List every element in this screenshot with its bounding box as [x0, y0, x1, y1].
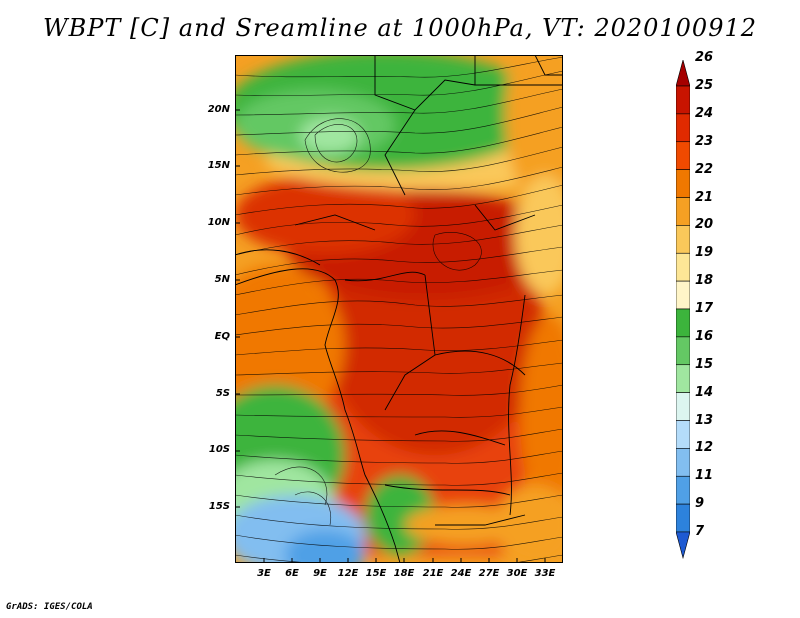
lat-label-15n: 15N [207, 160, 230, 171]
colorbar-label: 23 [695, 133, 714, 149]
colorbar [675, 58, 691, 564]
lat-label-5n: 5N [214, 274, 230, 285]
lat-label-15s: 15S [208, 501, 230, 512]
colorbar-box [675, 392, 691, 421]
lon-label-12e: 12E [337, 568, 359, 579]
colorbar-graphic [675, 58, 691, 560]
colorbar-box [675, 475, 691, 505]
lon-label-27e: 27E [478, 568, 500, 579]
colorbar-box [675, 280, 691, 310]
colorbar-label: 14 [695, 384, 714, 400]
colorbar-top-arrow [675, 58, 691, 87]
colorbar-box [675, 420, 691, 449]
colorbar-label: 11 [695, 468, 714, 484]
credit-text: GrADS: IGES/COLA [6, 602, 93, 612]
colorbar-box [675, 503, 691, 533]
colorbar-label: 21 [695, 189, 714, 205]
chart-title: WBPT [C] and Sreamline at 1000hPa, VT: 2… [42, 14, 758, 42]
lat-label-10s: 10S [208, 444, 230, 455]
colorbar-box [675, 448, 691, 477]
lon-label-15e: 15E [365, 568, 387, 579]
lon-label-18e: 18E [393, 568, 415, 579]
lon-label-21e: 21E [422, 568, 444, 579]
colorbar-label: 20 [695, 217, 714, 233]
colorbar-label: 24 [695, 105, 714, 121]
colorbar-bottom-arrow [675, 531, 691, 560]
colorbar-label: 22 [695, 161, 714, 177]
streamlines [235, 56, 563, 563]
lon-label-6e: 6E [285, 568, 299, 579]
colorbar-box [675, 85, 691, 115]
temperature-field [235, 55, 563, 563]
colorbar-label: 26 [695, 50, 714, 66]
lon-label-9e: 9E [313, 568, 327, 579]
colorbar-label: 12 [695, 440, 714, 456]
lon-label-24e: 24E [450, 568, 472, 579]
colorbar-box [675, 113, 691, 143]
colorbar-box [675, 336, 691, 366]
lat-label-5s: 5S [215, 388, 230, 399]
lat-label-20n: 20N [207, 104, 230, 115]
colorbar-box [675, 225, 691, 254]
colorbar-label: 17 [695, 301, 714, 316]
colorbar-box [675, 169, 691, 198]
map-frame [235, 55, 563, 563]
colorbar-label: 7 [695, 524, 705, 539]
colorbar-box [675, 252, 691, 282]
map-panel [235, 55, 563, 563]
colorbar-label: 9 [695, 496, 705, 512]
colorbar-label: 15 [695, 356, 714, 372]
lon-label-3e: 3E [257, 568, 271, 579]
colorbar-label: 25 [695, 78, 714, 93]
colorbar-label: 19 [695, 245, 714, 261]
colorbar-box [675, 364, 691, 393]
colorbar-box [675, 141, 691, 170]
lon-label-30e: 30E [506, 568, 528, 579]
colorbar-box [675, 197, 691, 226]
colorbar-label: 16 [695, 328, 714, 344]
lat-label-eq: EQ [214, 331, 230, 342]
colorbar-box [675, 308, 691, 338]
wbpt-map [235, 55, 563, 563]
lon-label-33e: 33E [534, 568, 556, 579]
axis-ticks [235, 109, 546, 563]
lat-label-10n: 10N [207, 217, 230, 228]
colorbar-label: 13 [695, 412, 714, 428]
colorbar-label: 18 [695, 273, 714, 289]
